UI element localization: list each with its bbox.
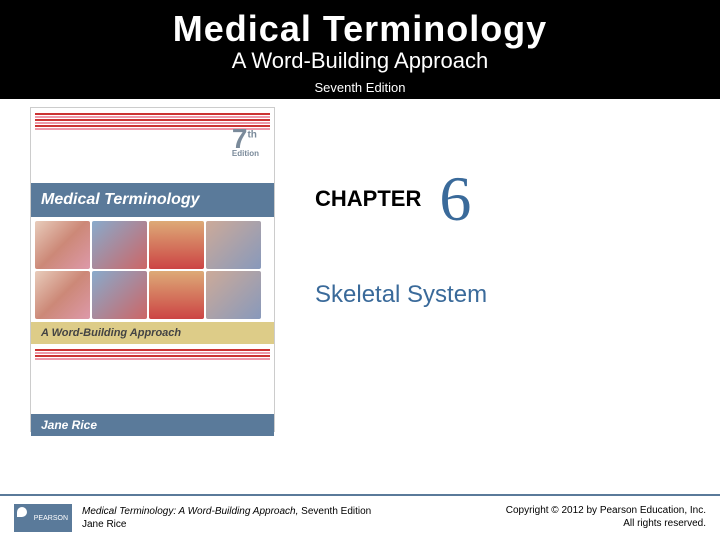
cover-footer	[31, 436, 274, 451]
cover-edition-number: 7th Edition	[232, 123, 259, 158]
chapter-heading: CHAPTER 6	[315, 162, 690, 236]
edition-label: Seventh Edition	[0, 80, 720, 95]
cover-subtitle-band: A Word-Building Approach	[31, 322, 274, 344]
footer-copyright: Copyright © 2012 by Pearson Education, I…	[506, 504, 706, 530]
copyright-line: Copyright © 2012 by Pearson Education, I…	[506, 504, 706, 517]
anatomy-image	[35, 221, 90, 269]
chapter-label: CHAPTER	[315, 186, 421, 212]
book-title: Medical Terminology: A Word-Building App…	[82, 506, 298, 517]
chapter-number: 6	[439, 162, 471, 236]
edition-suffix: th	[247, 130, 256, 141]
cover-image-grid	[31, 217, 274, 322]
subtitle: A Word-Building Approach	[0, 48, 720, 74]
chapter-info: CHAPTER 6 Skeletal System	[315, 107, 690, 432]
anatomy-image	[149, 271, 204, 319]
chapter-topic: Skeletal System	[315, 281, 690, 309]
header: Medical Terminology A Word-Building Appr…	[0, 0, 720, 99]
anatomy-image	[35, 271, 90, 319]
cover-title-band: Medical Terminology	[31, 183, 274, 217]
anatomy-image	[92, 271, 147, 319]
book-cover-thumbnail: 7th Edition Medical Terminology A Word-B…	[30, 107, 275, 432]
pearson-logo: PEARSON	[14, 504, 72, 532]
main-title: Medical Terminology	[0, 8, 720, 50]
anatomy-image	[92, 221, 147, 269]
cover-spacer	[31, 344, 274, 414]
edition-word: Edition	[232, 149, 259, 158]
anatomy-image	[149, 221, 204, 269]
footer-author: Jane Rice	[82, 518, 371, 531]
anatomy-image	[206, 221, 261, 269]
anatomy-image	[206, 271, 261, 319]
footer-citation: Medical Terminology: A Word-Building App…	[82, 505, 371, 531]
slide-footer: PEARSON Medical Terminology: A Word-Buil…	[0, 494, 720, 540]
main-content: 7th Edition Medical Terminology A Word-B…	[0, 99, 720, 432]
footer-book-line: Medical Terminology: A Word-Building App…	[82, 505, 371, 518]
logo-text: PEARSON	[34, 515, 68, 522]
footer-left: PEARSON Medical Terminology: A Word-Buil…	[14, 504, 371, 532]
cover-top: 7th Edition	[31, 108, 274, 183]
cover-author: Jane Rice	[31, 414, 274, 436]
book-edition: Seventh Edition	[298, 506, 371, 517]
cover-decor-lines	[31, 344, 274, 374]
rights-line: All rights reserved.	[506, 517, 706, 530]
